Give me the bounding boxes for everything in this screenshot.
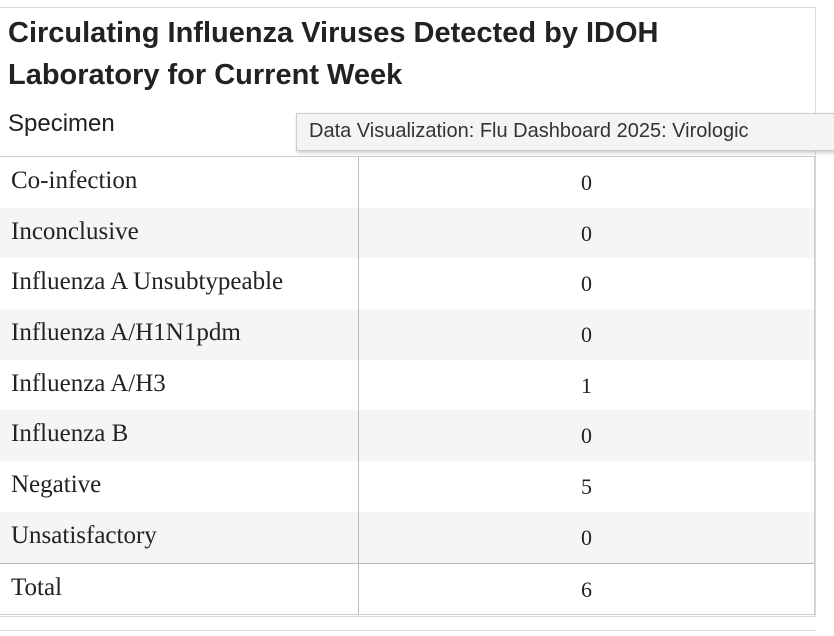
tooltip: Data Visualization: Flu Dashboard 2025: … <box>296 113 834 151</box>
table-row: Unsatisfactory 0 <box>0 511 814 563</box>
count-cell: 0 <box>581 524 592 550</box>
table-row: Influenza A/H3 1 <box>0 359 814 411</box>
table-row: Influenza B 0 <box>0 410 814 462</box>
title: Circulating Influenza Viruses Detected b… <box>8 17 659 91</box>
table-row: Total 6 <box>0 562 814 616</box>
specimen-cell: Inconclusive <box>0 207 359 259</box>
specimen-cell: Negative <box>0 461 359 512</box>
panel-frame <box>0 7 816 617</box>
specimen-cell: Influenza B <box>0 410 359 462</box>
specimen-cell: Influenza A Unsubtypeable <box>0 258 359 310</box>
table-row: Influenza A Unsubtypeable 0 <box>0 258 814 310</box>
count-cell: 1 <box>581 372 592 398</box>
next-panel <box>0 630 816 636</box>
table-row: Influenza A/H1N1pdm 0 <box>0 309 814 360</box>
specimen-cell: Unsatisfactory <box>0 511 359 563</box>
count-cell: 6 <box>581 576 592 602</box>
table-row: Negative 5 <box>0 461 814 512</box>
specimen-cell: Total <box>0 563 359 615</box>
table-row: Co-infection 0 <box>0 157 814 208</box>
count-cell: 0 <box>581 170 592 195</box>
count-cell: 0 <box>581 322 592 348</box>
count-cell: 0 <box>581 271 592 297</box>
table-row: Inconclusive 0 <box>0 207 814 259</box>
table: Co-infection 0 Inconclusive 0 Influenza A Un… <box>0 156 815 616</box>
count-cell: 0 <box>581 423 592 449</box>
column-header: Specimen <box>8 110 115 137</box>
count-cell: 5 <box>581 474 592 500</box>
specimen-cell: Co-infection <box>0 157 359 208</box>
specimen-cell: Influenza A/H1N1pdm <box>0 309 359 360</box>
specimen-cell: Influenza A/H3 <box>0 359 359 411</box>
count-cell: 0 <box>581 220 592 246</box>
